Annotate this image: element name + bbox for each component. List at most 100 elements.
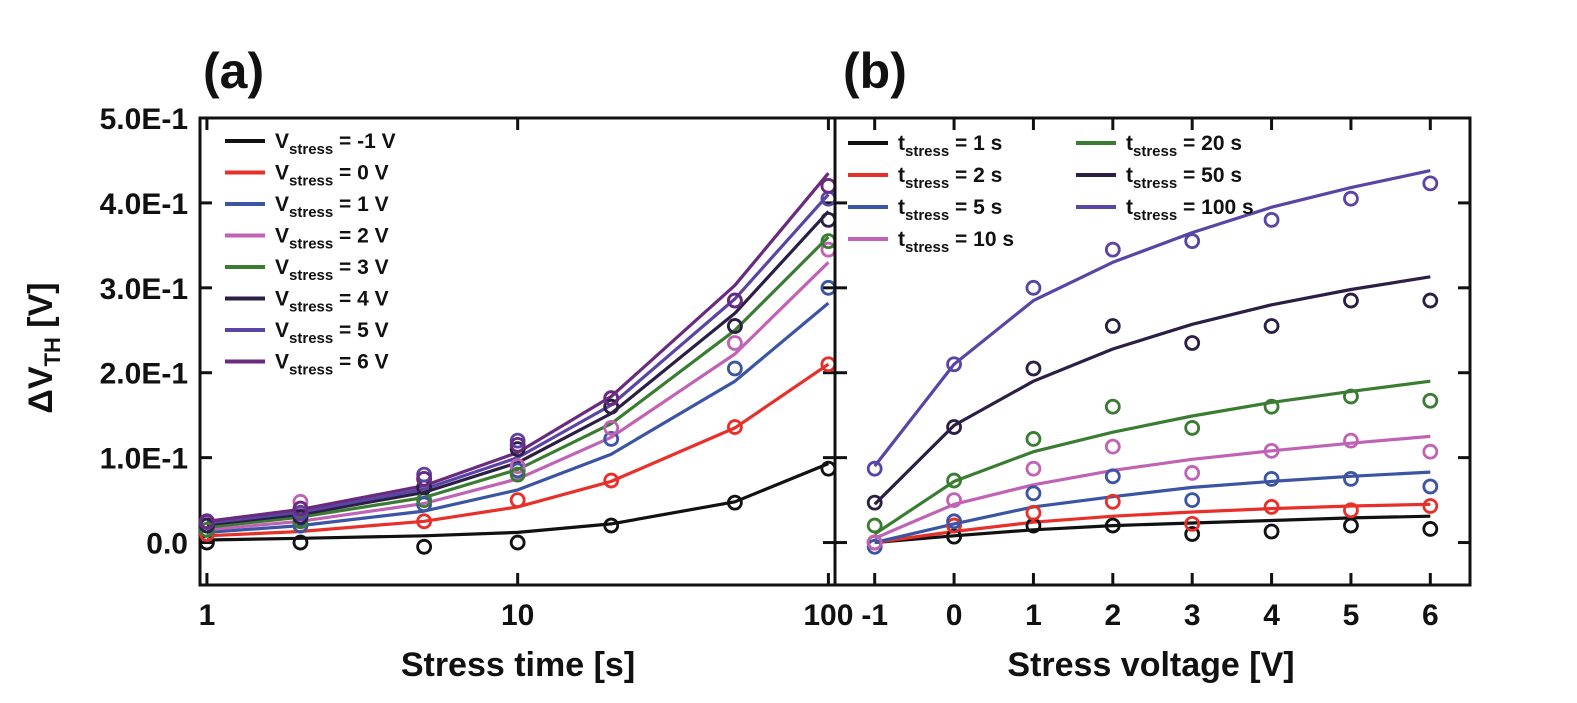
panel-label-b: (b) [843,43,907,99]
data-point [1104,241,1121,258]
x-tick-label: 10 [501,599,534,632]
legend-b: tstress = 1 s tstress = 2 s tstress = 5 s t… [848,132,1254,256]
y-axis-title-main: ΔV [22,366,60,413]
y-axis-title-unit: [V] [22,282,60,337]
data-point [946,419,962,435]
data-point [603,472,620,489]
x-tick-label: -1 [861,599,888,632]
data-point [1184,233,1201,250]
data-point [509,436,526,453]
data-point [726,292,743,309]
data-point [1422,175,1439,192]
legend-entry-label: Vstress = 1 V [275,193,389,221]
data-point [820,211,837,228]
data-point [726,494,743,511]
data-point [946,528,962,545]
data-point [946,492,962,508]
data-point [1025,360,1042,377]
data-point [866,494,883,511]
data-point [866,534,883,551]
data-point [1104,468,1121,485]
data-point [416,470,433,487]
series-fit-line [874,434,1431,540]
data-point [603,398,620,415]
legend-entry-label: Vstress = 6 V [275,351,389,379]
data-point [726,318,743,334]
y-tick-label: 3.0E-1 [100,273,188,306]
data-point [946,513,962,530]
plot-area-a: 1 10 100 [198,116,853,632]
data-point [509,466,526,483]
data-point [1422,443,1439,460]
x-tick-label: 0 [946,599,963,632]
data-point [603,390,620,407]
data-point [1263,470,1280,487]
data-point [1263,523,1280,540]
data-point [199,513,215,530]
data-point [1025,460,1042,477]
data-point [1422,478,1439,495]
legend-entry-label: Vstress = 0 V [275,162,389,190]
x-tick-label: 1 [1025,599,1042,632]
data-point [603,517,620,534]
y-tick-label: 4.0E-1 [100,188,188,221]
plot-area-b: -1 0 1 2 3 4 5 6 [833,116,1472,632]
legend-entry-label: Vstress = 3 V [275,256,389,284]
legend-entry-label: tstress = 2 s [898,164,1002,192]
data-point [726,360,743,377]
legend-entry-label: tstress = 10 s [898,228,1014,256]
data-point [509,458,526,475]
data-point [509,534,526,551]
x-tick-label: 2 [1104,599,1121,632]
data-point [509,492,526,508]
data-point [1104,318,1121,334]
data-point [1184,465,1201,481]
data-point [603,420,620,436]
data-point [1263,498,1280,515]
series-fit-line [873,379,1431,536]
legend-entry-label: Vstress = 2 V [275,225,389,253]
legend-entry-label: tstress = 20 s [1126,132,1242,160]
data-point [1343,388,1359,405]
x-tick-label: 1 [199,599,216,632]
plot-frame-b [833,116,1472,587]
data-point [866,517,883,534]
data-point [603,431,620,447]
x-tick-label: 4 [1263,599,1280,632]
data-point [1343,292,1359,309]
data-point [1343,432,1359,449]
legend-entry-label: Vstress = 4 V [275,288,389,316]
data-point [416,513,433,530]
legend-a: Vstress = -1 V Vstress = 0 V Vstress = 1 V… [225,130,396,379]
data-point [1104,398,1121,415]
x-tick-label: 5 [1343,599,1360,632]
data-point [1104,493,1121,510]
series-fit-line [206,462,830,542]
x-tick-label: 6 [1422,599,1439,632]
series-fit-line [206,193,830,525]
y-tick-label: 5.0E-1 [100,103,188,136]
data-point [1343,502,1359,519]
data-point [1025,485,1042,502]
data-point [292,493,309,510]
data-point [1343,517,1359,534]
data-point [1422,498,1439,514]
data-point [726,419,743,435]
data-point [292,534,309,551]
data-point [1025,504,1042,521]
x-tick-label: 3 [1184,599,1201,632]
data-point [292,500,309,517]
data-point [1184,526,1201,542]
data-point [726,335,743,351]
data-point [1422,392,1439,409]
data-point [1263,318,1280,334]
panel-label-a: (a) [203,43,264,99]
x-tick-label: 100 [803,599,853,632]
data-point [1184,492,1201,508]
data-point [1343,190,1359,207]
series-fit-line [874,514,1431,545]
legend-entry-label: Vstress = -1 V [275,130,396,158]
x-axis-title-b: Stress voltage [V] [1007,646,1294,684]
data-point [1184,515,1201,532]
